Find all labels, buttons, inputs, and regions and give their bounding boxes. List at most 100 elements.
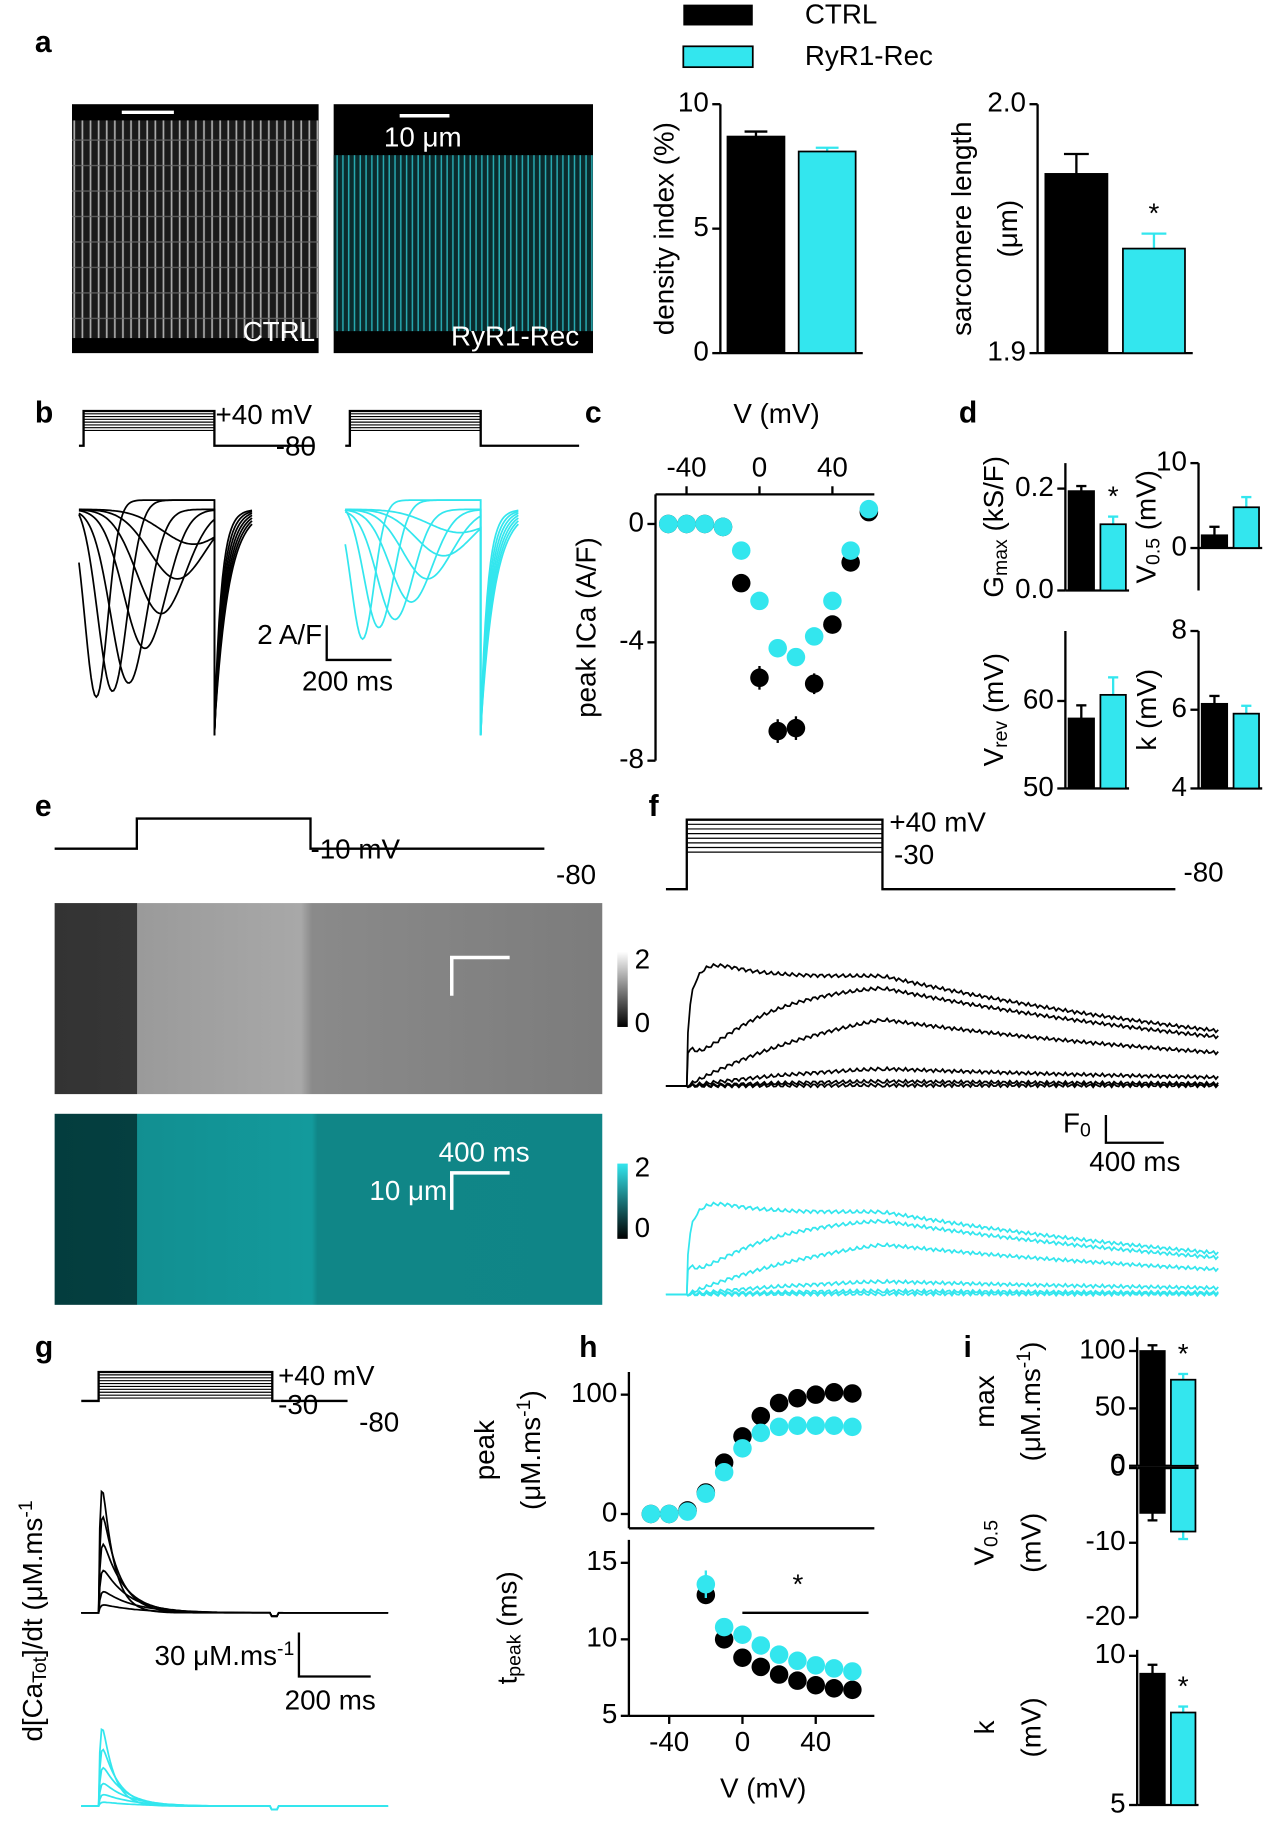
y-axis-label: (μM.ms-1) — [1013, 1342, 1047, 1462]
trace — [81, 1515, 389, 1618]
x-tick-label: 0 — [735, 1726, 750, 1757]
y-tick-label: 10 — [678, 87, 709, 118]
y-axis-label: (μm) — [992, 200, 1023, 258]
marker — [788, 1388, 807, 1408]
trace — [345, 508, 519, 736]
legend-label: CTRL — [805, 0, 878, 30]
text-part: V — [969, 1547, 1000, 1566]
y-tick-label: -4 — [619, 625, 644, 656]
text-part: (ms) — [492, 1571, 523, 1634]
marker — [769, 1665, 789, 1684]
marker — [823, 615, 842, 634]
protocol-label: -10 mV — [311, 833, 401, 864]
legend: CTRL RyR1-Rec — [682, 0, 933, 71]
y-axis-label: Gmax (kS/F) — [978, 456, 1011, 598]
chart: 4 6 8 k (mV) — [1131, 613, 1263, 802]
panel-b: +40 mV -80 2 A/F 200 ms — [78, 399, 580, 736]
chart: 0 100 peak (μM.ms-1) — [469, 1371, 875, 1530]
text-part: (kS/F) — [978, 456, 1009, 539]
y-tick-label: 5 — [693, 211, 708, 242]
y-tick-label: 0.0 — [1015, 573, 1054, 604]
text-part: ) — [1015, 1342, 1046, 1351]
marker — [823, 591, 842, 611]
marker — [806, 1675, 825, 1695]
text-part: (μM.ms — [1015, 1368, 1046, 1461]
marker — [731, 541, 751, 560]
trace — [665, 1078, 1219, 1089]
marker — [824, 1659, 844, 1678]
text-part: 30 μM.ms — [155, 1640, 277, 1671]
x-tick-label: -40 — [649, 1726, 689, 1757]
panel-label: f — [649, 790, 660, 823]
panel-labels: a b c d e f g h i — [35, 26, 977, 1364]
marker — [696, 1574, 716, 1594]
y-tick-label: 50 — [1023, 771, 1054, 802]
trace — [665, 1241, 1219, 1297]
trace — [665, 1287, 1219, 1297]
marker — [768, 638, 787, 658]
protocol — [54, 817, 545, 850]
fiber — [71, 120, 319, 339]
scale-label: 30 μM.ms-1 — [155, 1638, 295, 1672]
text-part: ]/dt (μM.ms — [17, 1518, 48, 1657]
scale-bar — [1104, 1114, 1164, 1144]
trace — [345, 508, 519, 736]
bar — [1139, 1350, 1166, 1467]
y-tick-label: 0 — [693, 335, 708, 366]
trace — [78, 509, 253, 736]
scale-bar — [297, 1632, 371, 1678]
annotation: * — [793, 1569, 804, 1600]
colorbar-label: 0 — [635, 1212, 650, 1243]
marker — [641, 1504, 661, 1524]
marker — [733, 1625, 752, 1645]
y-axis-label: d[CaTot]/dt (μM.ms-1 — [15, 1500, 51, 1741]
x-tick-label: 40 — [800, 1726, 831, 1757]
marker — [659, 514, 678, 534]
annotation: * — [1178, 1338, 1189, 1369]
y-axis-label: sarcomere length — [946, 121, 977, 336]
scale-bar — [325, 625, 392, 662]
trace — [78, 508, 253, 736]
panel-g: +40 mV -30 -80 d[CaTot]/dt (μM.ms-1 30 μ… — [15, 1360, 399, 1811]
chart: 50 60 Vrev (mV) — [978, 630, 1130, 802]
marker — [751, 1423, 771, 1443]
trace — [345, 508, 519, 736]
y-tick-label: 5 — [602, 1698, 617, 1729]
text-part: -1 — [1013, 1351, 1035, 1368]
y-tick-label: 0 — [1110, 1448, 1125, 1479]
panel-label: i — [963, 1331, 971, 1364]
trace — [81, 1801, 389, 1811]
marker — [843, 1680, 862, 1700]
chart: -20 -10 0 V0.5 (mV) — [969, 1450, 1199, 1631]
annotation: * — [1108, 480, 1119, 511]
legend-swatch — [683, 4, 753, 26]
x-axis-label: V (mV) — [733, 398, 819, 429]
y-tick-label: 5 — [1110, 1787, 1125, 1818]
y-tick-label: 10 — [586, 1622, 617, 1653]
marker — [714, 1617, 734, 1637]
y-axis-label: k (mV) — [1131, 669, 1162, 751]
trace — [665, 985, 1219, 1087]
marker — [750, 668, 769, 688]
chart: 5 10 k (mV) * — [969, 1638, 1199, 1818]
trace — [344, 499, 519, 736]
trace — [78, 508, 253, 736]
text-part: d[Ca — [17, 1682, 48, 1741]
y-axis-label: density index (%) — [648, 122, 679, 335]
marker — [713, 517, 733, 537]
marker — [806, 1656, 825, 1675]
chart: 5 10 15 tpeak (ms) -40 0 40 V (mV) * — [492, 1539, 875, 1803]
trace — [665, 962, 1219, 1087]
y-tick-label: 0.2 — [1015, 471, 1054, 502]
text-part: peak — [503, 1634, 525, 1676]
y-tick-label: 0 — [1110, 1450, 1125, 1481]
y-axis-label: (mV) — [1015, 1513, 1046, 1573]
marker — [788, 1671, 807, 1690]
y-axis-label: tpeak (ms) — [492, 1571, 525, 1684]
text-part: (mV) — [1131, 470, 1162, 538]
bar — [1200, 534, 1229, 549]
y-axis-label: peak ICa (A/F) — [571, 537, 602, 718]
protocol-label: -80 — [556, 859, 596, 890]
text-part: V — [978, 747, 1009, 766]
